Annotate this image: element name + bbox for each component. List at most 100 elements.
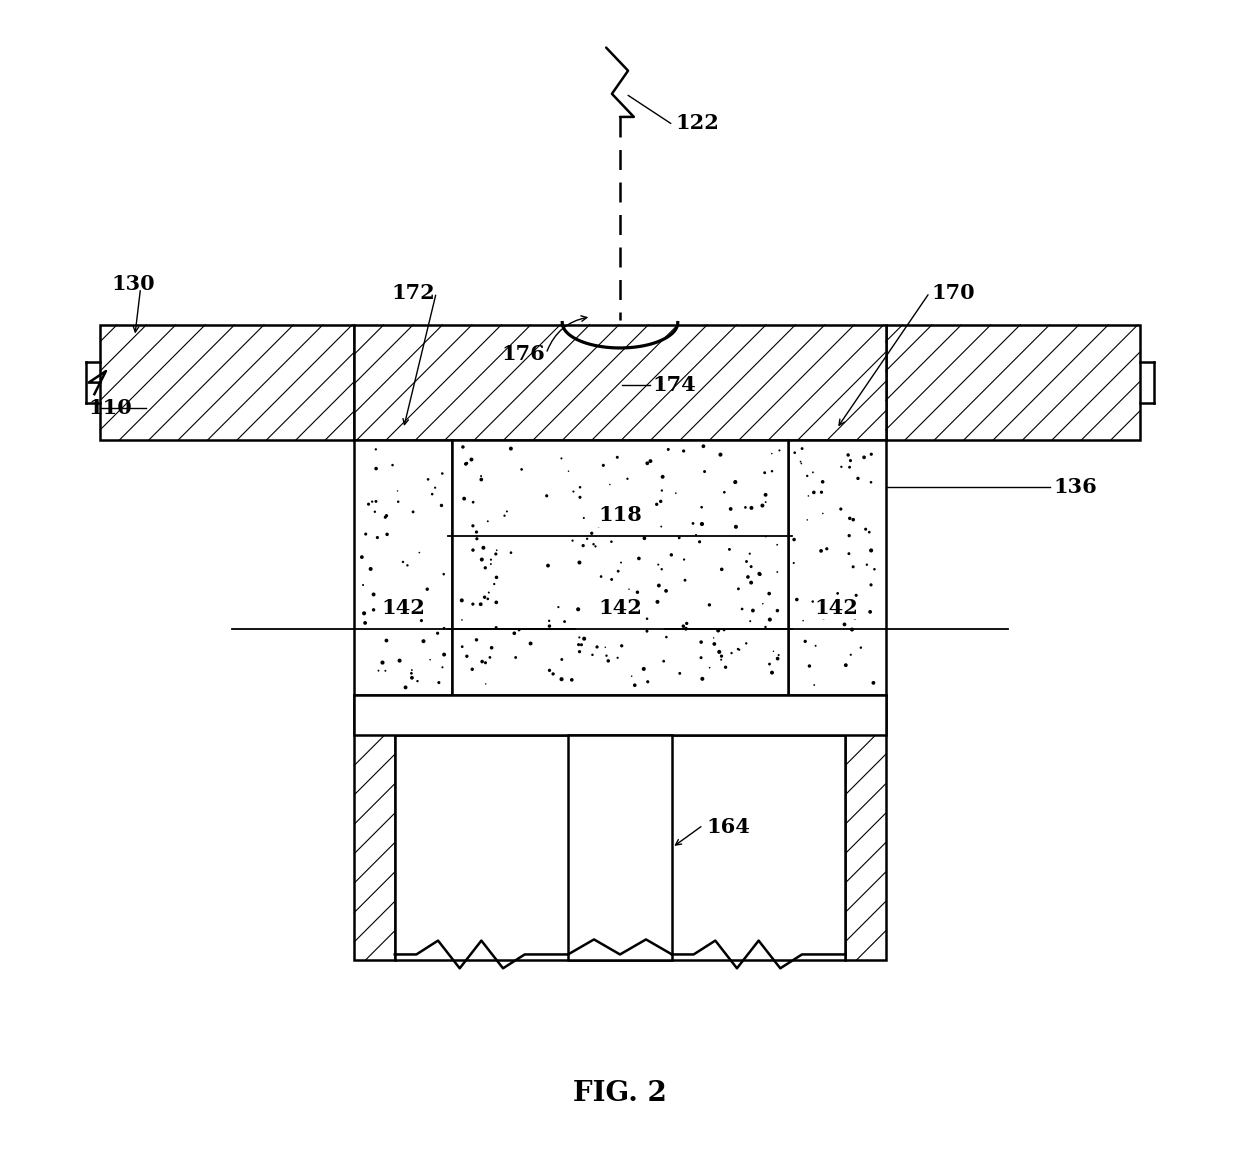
Point bbox=[477, 512, 497, 530]
Point bbox=[742, 499, 761, 518]
Text: 142: 142 bbox=[598, 598, 642, 618]
Point bbox=[501, 439, 521, 457]
Point bbox=[759, 585, 779, 603]
Point bbox=[476, 675, 496, 694]
Point bbox=[784, 530, 804, 549]
Point bbox=[563, 482, 583, 500]
Text: FIG. 2: FIG. 2 bbox=[573, 1079, 667, 1107]
Point bbox=[552, 449, 572, 468]
Point bbox=[568, 600, 588, 618]
Point bbox=[453, 610, 472, 629]
Point bbox=[634, 660, 653, 679]
Point bbox=[394, 599, 414, 617]
Point bbox=[396, 679, 415, 697]
Point bbox=[393, 552, 413, 571]
Point bbox=[861, 472, 880, 491]
Point bbox=[712, 560, 732, 579]
Point bbox=[791, 454, 811, 472]
Point bbox=[649, 556, 668, 574]
Point bbox=[363, 601, 383, 620]
Point bbox=[554, 613, 574, 631]
Point bbox=[740, 544, 760, 563]
Point bbox=[481, 555, 501, 573]
Point bbox=[569, 643, 589, 661]
Point bbox=[481, 638, 501, 657]
Point bbox=[768, 650, 787, 668]
Point bbox=[481, 550, 501, 569]
Point bbox=[368, 661, 388, 680]
Text: 122: 122 bbox=[676, 112, 719, 133]
Point bbox=[670, 664, 689, 682]
Point bbox=[629, 549, 649, 567]
Text: 110: 110 bbox=[88, 398, 133, 418]
Text: 118: 118 bbox=[598, 505, 642, 526]
Point bbox=[495, 506, 515, 525]
Point bbox=[363, 585, 383, 603]
Point bbox=[763, 664, 782, 682]
Point bbox=[609, 562, 629, 580]
Point bbox=[842, 621, 862, 639]
Point bbox=[558, 462, 578, 481]
Point bbox=[471, 467, 491, 485]
Point bbox=[355, 604, 374, 623]
Point bbox=[428, 624, 448, 643]
Point bbox=[756, 527, 776, 545]
Point bbox=[689, 533, 709, 551]
Point bbox=[652, 560, 672, 579]
Point bbox=[656, 628, 676, 646]
Point bbox=[487, 541, 507, 559]
Point bbox=[813, 504, 833, 522]
Point bbox=[704, 629, 724, 647]
Point bbox=[418, 580, 438, 599]
Point bbox=[714, 621, 734, 639]
Point bbox=[802, 592, 822, 610]
Point bbox=[692, 669, 712, 688]
Point bbox=[841, 452, 861, 470]
Point bbox=[486, 618, 506, 637]
Point bbox=[408, 672, 428, 690]
Point bbox=[587, 638, 606, 657]
Point bbox=[856, 520, 875, 538]
Point bbox=[699, 595, 719, 614]
Point bbox=[649, 577, 668, 595]
Bar bbox=[355, 325, 885, 440]
Point bbox=[715, 658, 735, 676]
Point bbox=[795, 632, 815, 651]
Point bbox=[637, 622, 657, 640]
Point bbox=[376, 508, 396, 527]
Point bbox=[768, 601, 787, 620]
Bar bbox=[355, 695, 394, 960]
Text: 170: 170 bbox=[932, 283, 976, 302]
Point bbox=[768, 563, 787, 581]
Point bbox=[570, 478, 590, 497]
Point bbox=[805, 676, 825, 695]
Point bbox=[831, 500, 851, 519]
Point bbox=[537, 486, 557, 505]
Point bbox=[433, 464, 453, 483]
Text: 136: 136 bbox=[1053, 477, 1097, 497]
Point bbox=[675, 571, 694, 589]
Point bbox=[839, 527, 859, 545]
Point bbox=[352, 548, 372, 566]
Point bbox=[538, 556, 558, 574]
Point bbox=[570, 488, 590, 506]
Point bbox=[828, 584, 848, 602]
Point bbox=[471, 595, 491, 614]
Point bbox=[472, 550, 492, 569]
Point bbox=[770, 441, 790, 460]
Point bbox=[595, 638, 615, 657]
Point bbox=[661, 545, 681, 564]
Bar bbox=[885, 325, 1140, 440]
Point bbox=[637, 454, 657, 472]
Point bbox=[585, 537, 605, 556]
Point bbox=[548, 598, 568, 616]
Point bbox=[760, 610, 780, 629]
Point bbox=[792, 439, 812, 457]
Point bbox=[501, 543, 521, 562]
Point bbox=[480, 648, 500, 667]
Point bbox=[389, 651, 409, 669]
Point bbox=[722, 644, 742, 662]
Point bbox=[461, 450, 481, 469]
Point bbox=[709, 643, 729, 661]
Point bbox=[608, 448, 627, 467]
